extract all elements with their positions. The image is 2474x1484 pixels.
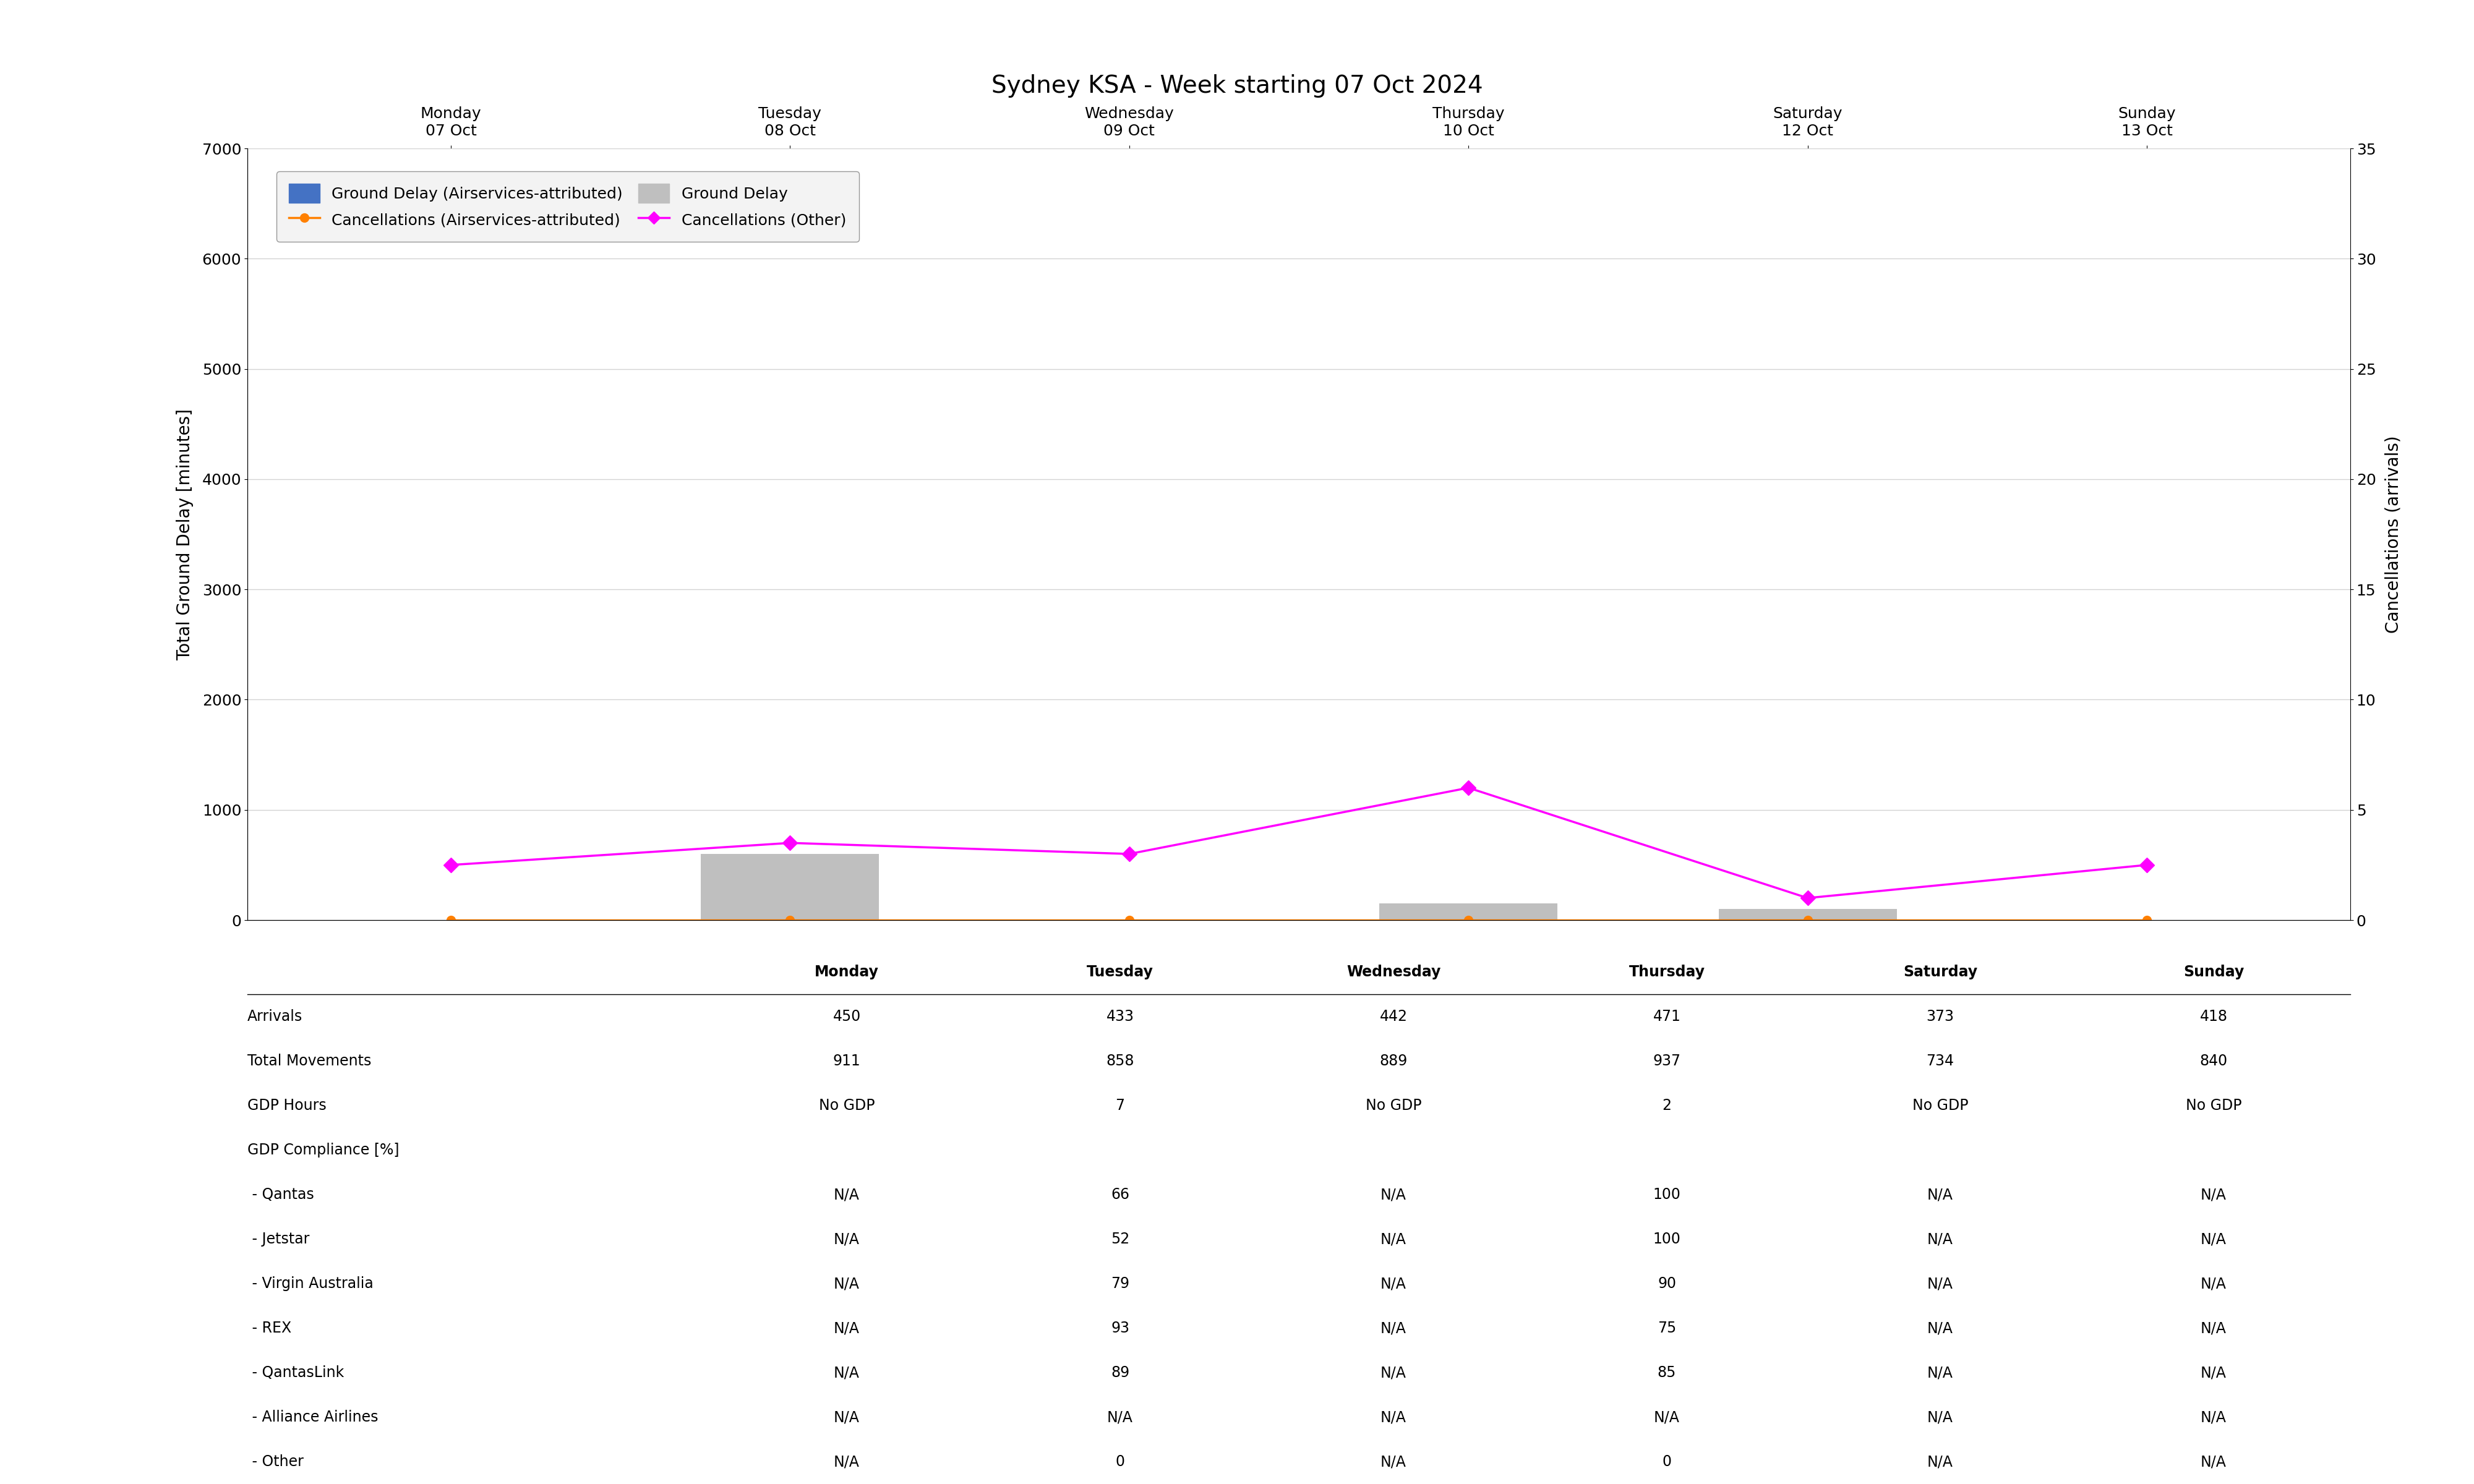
Bar [1719,910,1898,920]
Text: 93: 93 [1111,1321,1128,1336]
Line: Cancellations (Airservices-attributed): Cancellations (Airservices-attributed) [448,916,2150,925]
Text: N/A: N/A [1927,1276,1952,1291]
Y-axis label: Total Ground Delay [minutes]: Total Ground Delay [minutes] [176,408,193,660]
Text: Wednesday: Wednesday [1346,965,1440,979]
Text: N/A: N/A [1108,1410,1133,1425]
Cancellations (Other) [1113,844,1143,862]
Legend: Ground Delay (Airservices-attributed), Cancellations (Airservices-attributed), G: Ground Delay (Airservices-attributed), C… [277,172,858,242]
Text: N/A: N/A [1380,1410,1405,1425]
Text: Sunday: Sunday [2182,965,2244,979]
Text: 373: 373 [1927,1009,1954,1024]
Text: N/A: N/A [1380,1365,1405,1380]
Cancellations (Airservices-attributed) [1794,911,1823,929]
Text: 66: 66 [1111,1187,1128,1202]
Text: 89: 89 [1111,1365,1131,1380]
Text: - Alliance Airlines: - Alliance Airlines [247,1410,379,1425]
Text: N/A: N/A [1927,1232,1952,1247]
Text: N/A: N/A [834,1321,858,1336]
Text: - Jetstar: - Jetstar [247,1232,309,1247]
Text: 0: 0 [1116,1454,1126,1469]
Text: N/A: N/A [2202,1187,2227,1202]
Text: 90: 90 [1658,1276,1677,1291]
Cancellations (Other) [1455,779,1484,797]
Text: N/A: N/A [2202,1232,2227,1247]
Text: 442: 442 [1380,1009,1408,1024]
Text: 100: 100 [1653,1232,1680,1247]
Text: N/A: N/A [2202,1410,2227,1425]
Text: - Other: - Other [247,1454,304,1469]
Text: Monday: Monday [814,965,878,979]
Cancellations (Airservices-attributed) [2133,911,2162,929]
Text: 418: 418 [2199,1009,2227,1024]
Text: N/A: N/A [1380,1232,1405,1247]
Text: 840: 840 [2199,1054,2227,1068]
Y-axis label: Cancellations (arrivals): Cancellations (arrivals) [2385,435,2402,634]
Bar [700,853,878,920]
Text: Tuesday: Tuesday [1086,965,1153,979]
Text: No GDP: No GDP [819,1098,876,1113]
Text: N/A: N/A [1927,1410,1952,1425]
Text: GDP Compliance [%]: GDP Compliance [%] [247,1143,398,1158]
Bar [1380,904,1559,920]
Text: 2: 2 [1663,1098,1672,1113]
Text: N/A: N/A [834,1232,858,1247]
Text: N/A: N/A [834,1454,858,1469]
Text: 937: 937 [1653,1054,1680,1068]
Text: 0: 0 [1663,1454,1672,1469]
Text: N/A: N/A [2202,1365,2227,1380]
Text: 75: 75 [1658,1321,1677,1336]
Text: N/A: N/A [2202,1321,2227,1336]
Text: N/A: N/A [2202,1276,2227,1291]
Cancellations (Airservices-attributed) [1113,911,1143,929]
Text: N/A: N/A [1380,1276,1405,1291]
Text: 7: 7 [1116,1098,1126,1113]
Text: N/A: N/A [834,1187,858,1202]
Text: N/A: N/A [1380,1187,1405,1202]
Line: Cancellations (Other): Cancellations (Other) [445,782,2152,904]
Text: 471: 471 [1653,1009,1680,1024]
Text: 79: 79 [1111,1276,1128,1291]
Text: N/A: N/A [834,1276,858,1291]
Text: 734: 734 [1927,1054,1954,1068]
Cancellations (Other) [774,834,804,852]
Text: N/A: N/A [1380,1321,1405,1336]
Text: N/A: N/A [1927,1365,1952,1380]
Text: N/A: N/A [1927,1454,1952,1469]
Text: N/A: N/A [1655,1410,1680,1425]
Text: - REX: - REX [247,1321,292,1336]
Text: 889: 889 [1380,1054,1408,1068]
Text: 858: 858 [1106,1054,1133,1068]
Text: N/A: N/A [1927,1187,1952,1202]
Text: Thursday: Thursday [1628,965,1705,979]
Text: 911: 911 [834,1054,861,1068]
Cancellations (Airservices-attributed) [435,911,465,929]
Text: Saturday: Saturday [1903,965,1977,979]
Text: 85: 85 [1658,1365,1677,1380]
Text: N/A: N/A [1927,1321,1952,1336]
Text: 52: 52 [1111,1232,1131,1247]
Text: N/A: N/A [1380,1454,1405,1469]
Cancellations (Other) [2133,856,2162,874]
Cancellations (Airservices-attributed) [774,911,804,929]
Text: N/A: N/A [834,1410,858,1425]
Cancellations (Airservices-attributed) [1455,911,1484,929]
Cancellations (Other) [435,856,465,874]
Text: No GDP: No GDP [1912,1098,1969,1113]
Text: No GDP: No GDP [2185,1098,2241,1113]
Text: GDP Hours: GDP Hours [247,1098,327,1113]
Text: 100: 100 [1653,1187,1680,1202]
Text: - QantasLink: - QantasLink [247,1365,344,1380]
Text: - Qantas: - Qantas [247,1187,314,1202]
Text: - Virgin Australia: - Virgin Australia [247,1276,374,1291]
Text: Total Movements: Total Movements [247,1054,371,1068]
Cancellations (Other) [1794,889,1823,907]
Text: Arrivals: Arrivals [247,1009,302,1024]
Text: No GDP: No GDP [1366,1098,1423,1113]
Text: N/A: N/A [834,1365,858,1380]
Text: N/A: N/A [2202,1454,2227,1469]
Text: 433: 433 [1106,1009,1133,1024]
Text: Sydney KSA - Week starting 07 Oct 2024: Sydney KSA - Week starting 07 Oct 2024 [992,74,1482,98]
Text: 450: 450 [834,1009,861,1024]
